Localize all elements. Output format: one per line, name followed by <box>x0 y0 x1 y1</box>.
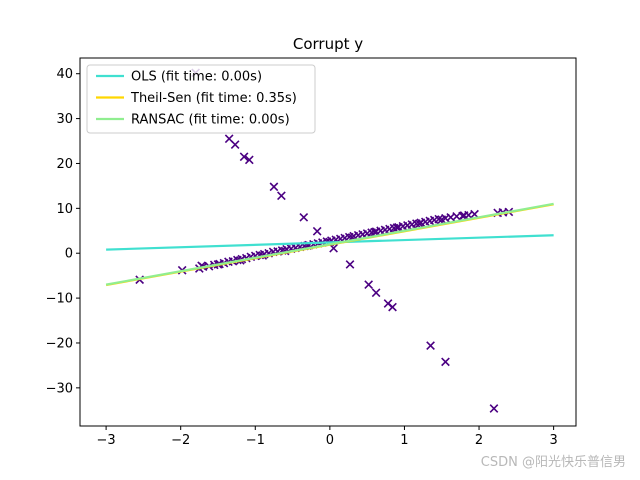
data-point-stroke <box>434 214 444 224</box>
data-point <box>230 140 240 149</box>
legend-box <box>86 64 316 134</box>
data-point <box>437 215 447 224</box>
data-point-stroke <box>244 155 254 165</box>
data-point-stroke <box>426 341 435 351</box>
legend: OLS (fit time: 0.00s) Theil-Sen (fit time… <box>86 64 316 134</box>
data-point-stroke <box>371 288 381 298</box>
fit-line-3 <box>105 202 554 286</box>
data-point-stroke <box>230 140 240 149</box>
data-point-stroke <box>441 357 450 367</box>
data-point-stroke <box>277 191 286 201</box>
x-tick-label: −2 <box>171 433 190 448</box>
data-point <box>239 152 249 162</box>
data-point <box>269 182 279 192</box>
data-point-stroke <box>489 404 499 413</box>
data-point-stroke <box>388 302 397 312</box>
data-point <box>434 214 444 224</box>
data-point <box>299 212 309 222</box>
data-point <box>312 226 322 236</box>
watermark-text: CSDN @阳光快乐普信男 <box>480 455 626 470</box>
y-tick-label: 10 <box>56 202 73 217</box>
data-point-stroke <box>392 223 402 233</box>
data-point-stroke <box>383 299 393 308</box>
data-point <box>459 211 469 220</box>
x-tick-label: −3 <box>97 433 116 448</box>
chart-title: Corrupt y <box>293 35 363 53</box>
x-tick-label: 1 <box>400 433 408 448</box>
data-point-stroke <box>364 280 374 289</box>
x-axis: −3 −2 −1 0 1 2 3 <box>97 426 558 448</box>
x-tick-label: 2 <box>475 433 483 448</box>
data-point-stroke <box>452 212 462 221</box>
x-tick-label: 0 <box>326 433 334 448</box>
y-tick-label: −30 <box>46 381 73 396</box>
data-point-stroke <box>446 212 456 222</box>
data-point-stroke <box>239 152 249 162</box>
data-point <box>371 288 381 298</box>
data-point <box>426 341 435 351</box>
data-point <box>441 357 450 367</box>
x-tick-label: −1 <box>246 433 265 448</box>
data-point-stroke <box>415 219 424 228</box>
data-point <box>489 404 499 413</box>
data-point <box>388 302 397 312</box>
data-point-stroke <box>370 227 379 237</box>
data-point <box>244 155 254 165</box>
y-tick-label: 40 <box>56 67 73 82</box>
data-point-stroke <box>345 260 355 269</box>
data-point <box>277 191 286 201</box>
data-point-stroke <box>299 212 309 222</box>
data-point-stroke <box>224 134 234 144</box>
y-tick-label: −20 <box>46 336 73 351</box>
data-point <box>329 243 338 253</box>
data-point-stroke <box>459 211 469 220</box>
data-point-stroke <box>312 226 322 236</box>
data-point-stroke <box>470 209 479 219</box>
y-tick-label: 0 <box>65 247 73 262</box>
data-point <box>364 280 374 289</box>
x-tick-label: 3 <box>549 433 557 448</box>
data-point <box>415 219 424 228</box>
legend-label-1: OLS (fit time: 0.00s) <box>131 70 262 85</box>
y-tick-label: −10 <box>46 292 73 307</box>
data-point <box>345 260 355 269</box>
data-point <box>392 223 402 233</box>
data-point-stroke <box>269 182 279 192</box>
y-axis: −30 −20 −10 0 10 20 30 40 <box>46 67 80 396</box>
y-tick-label: 30 <box>56 112 73 127</box>
data-point-stroke <box>329 243 338 253</box>
regression-lines <box>105 202 554 287</box>
legend-label-3: RANSAC (fit time: 0.00s) <box>131 113 290 128</box>
y-tick-label: 20 <box>56 157 73 172</box>
fit-line-1 <box>106 234 554 251</box>
legend-label-2: Theil-Sen (fit time: 0.35s) <box>130 91 297 106</box>
data-point-stroke <box>437 215 447 224</box>
plot-frame <box>79 57 577 427</box>
